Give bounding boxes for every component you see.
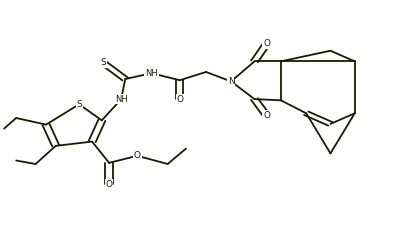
Text: O: O [134, 151, 141, 160]
Text: O: O [176, 95, 183, 104]
Text: O: O [263, 111, 270, 120]
Text: N: N [228, 77, 234, 86]
Text: O: O [263, 39, 270, 48]
Text: NH: NH [145, 69, 158, 78]
Text: NH: NH [115, 95, 128, 104]
Text: S: S [76, 100, 82, 109]
Text: O: O [105, 180, 113, 189]
Text: S: S [100, 58, 106, 67]
